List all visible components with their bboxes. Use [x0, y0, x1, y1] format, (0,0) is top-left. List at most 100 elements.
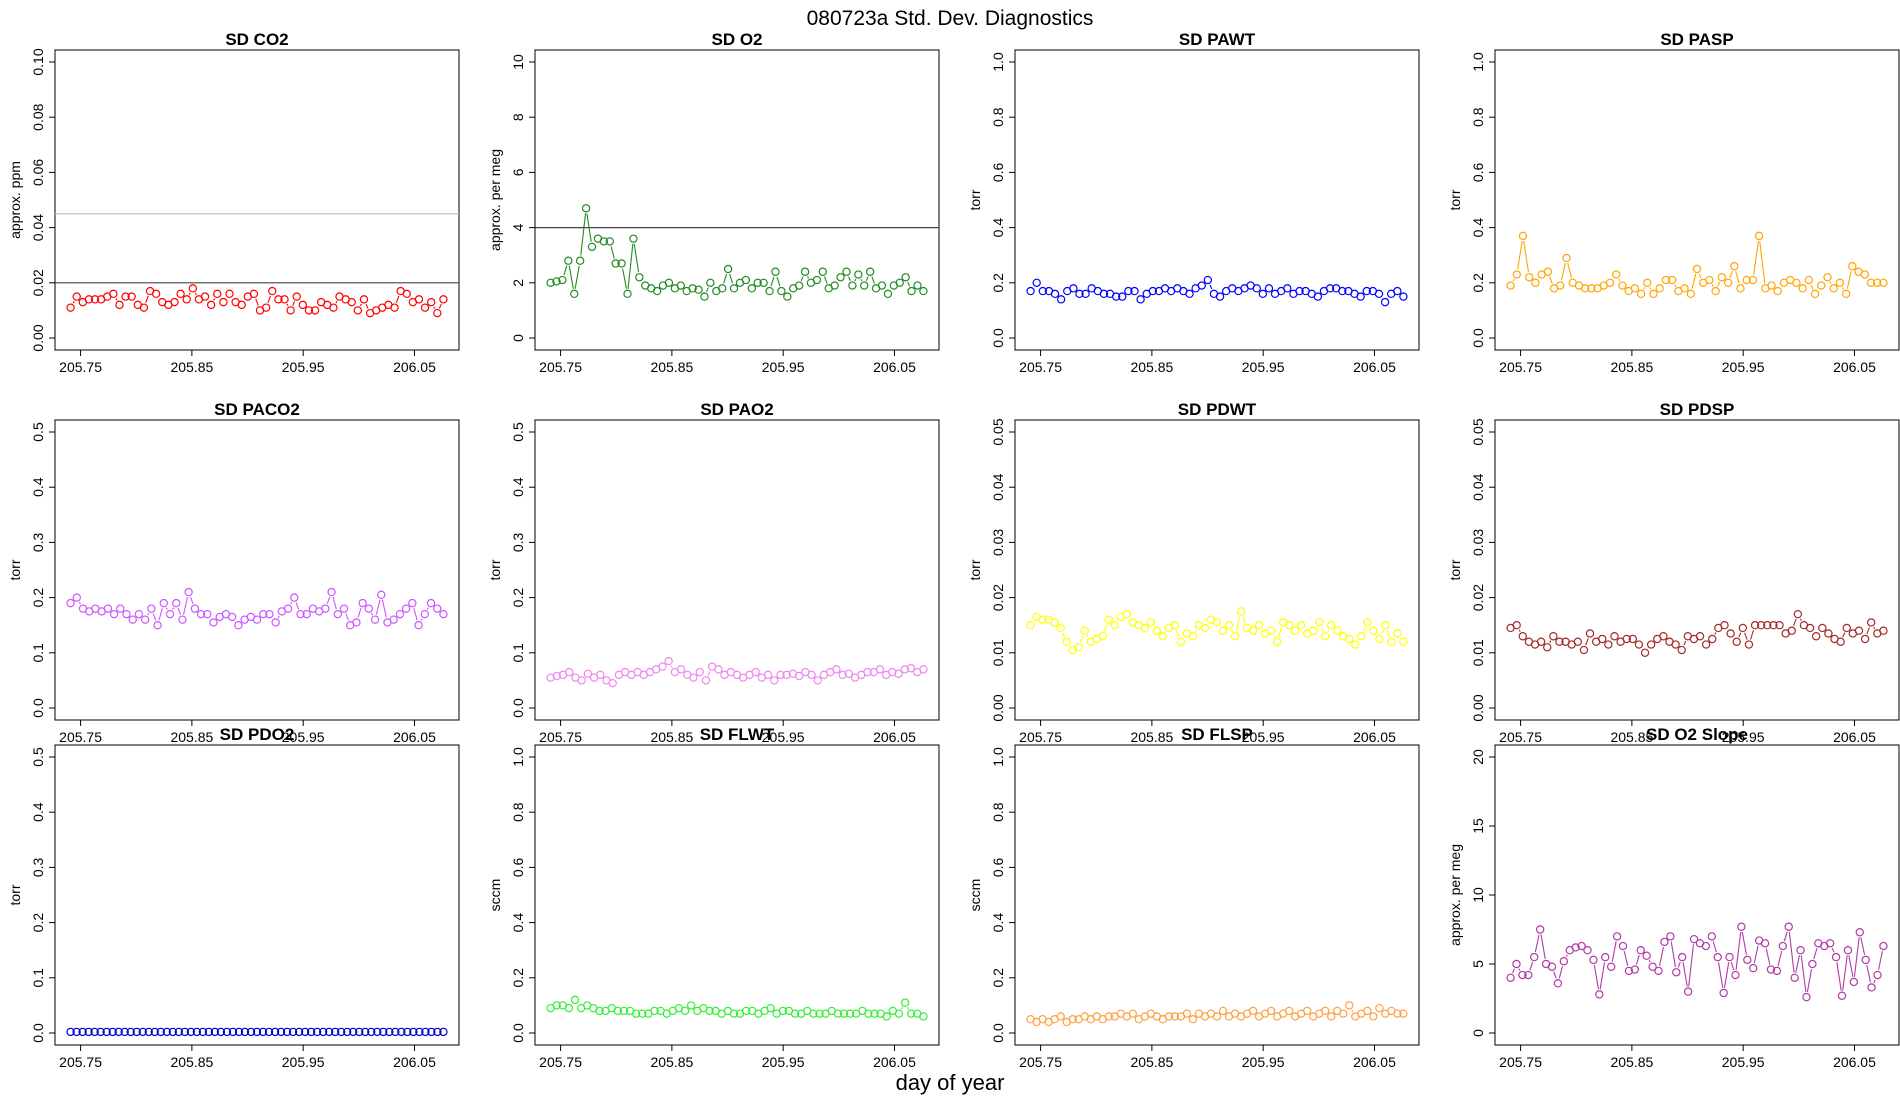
data-point [397, 1027, 406, 1037]
data-point [595, 1006, 604, 1016]
x-tick-label: 206.05 [873, 1054, 916, 1070]
data-point [192, 1027, 202, 1037]
series-segment [1800, 955, 1807, 993]
data-point [1848, 262, 1857, 271]
data-point [1802, 992, 1811, 1002]
x-tick-label: 205.85 [650, 729, 693, 745]
data-point [84, 1027, 93, 1037]
y-tick-label: 0.3 [30, 857, 46, 877]
data-point [1667, 275, 1677, 285]
data-point [127, 292, 136, 301]
series-segment [290, 601, 293, 605]
data-point [198, 1027, 208, 1037]
data-point [1628, 634, 1638, 644]
series-segment [1759, 240, 1766, 284]
panel-0: SD CO2 0.00 0.02 0.04 0.06 0.08 0.10 approx. pp… [7, 30, 460, 375]
data-point [178, 615, 187, 624]
data-point [845, 1009, 855, 1018]
data-point [1032, 278, 1041, 287]
series-segment [1788, 931, 1795, 973]
data-point [268, 286, 277, 296]
data-point [1203, 275, 1213, 285]
data-point [1630, 965, 1640, 974]
data-point [290, 593, 299, 602]
series-segment [907, 281, 911, 287]
series-segment [1523, 240, 1529, 273]
data-point [1026, 621, 1035, 630]
data-point [1731, 970, 1740, 980]
series-segment [395, 295, 400, 303]
data-point [617, 259, 626, 268]
data-point [777, 286, 786, 296]
data-point [1701, 640, 1711, 649]
data-point [1158, 632, 1168, 641]
panel-5: SD PAO2 0.0 0.1 0.2 0.3 0.4 0.5 torr 205.75 205.8… [487, 400, 940, 745]
series-segment [1327, 629, 1330, 632]
data-point [1654, 966, 1663, 976]
data-point [718, 284, 727, 293]
data-point [1587, 284, 1596, 293]
x-tick-label: 205.75 [1019, 729, 1062, 745]
data-point [608, 678, 617, 688]
series-segment [365, 303, 369, 309]
data-point [1212, 618, 1222, 627]
data-point [367, 1027, 376, 1037]
series-segment [1273, 635, 1276, 638]
y-axis-label: approx. ppm [7, 161, 23, 239]
data-point [854, 270, 863, 279]
data-point [1104, 1012, 1113, 1021]
data-point [1879, 941, 1888, 951]
data-point [252, 1027, 262, 1037]
data-point [219, 297, 228, 307]
data-point [1772, 966, 1782, 976]
data-point [1399, 1009, 1408, 1018]
data-point [1573, 637, 1583, 646]
y-tick-label: 0.01 [1470, 639, 1486, 666]
plot-frame [54, 49, 460, 351]
series-segment [1841, 287, 1845, 290]
data-point [1612, 270, 1621, 279]
y-tick-label: 0.00 [990, 694, 1006, 721]
series-segment [438, 303, 442, 309]
data-point [565, 667, 574, 677]
data-point [1849, 977, 1859, 987]
data-point [1026, 286, 1035, 296]
data-point [252, 615, 262, 624]
data-point [664, 656, 673, 666]
series-segment [433, 306, 436, 309]
data-point [1689, 934, 1699, 944]
series-segment [295, 602, 300, 610]
data-point [1393, 629, 1402, 638]
data-point [1062, 637, 1071, 646]
data-point [1831, 952, 1841, 962]
data-point [1595, 990, 1604, 999]
data-point [306, 1027, 316, 1037]
data-point [352, 618, 361, 627]
data-point [1766, 965, 1776, 974]
series-segment [1842, 955, 1848, 991]
data-point [84, 295, 94, 304]
data-point [126, 1027, 135, 1037]
data-point [1867, 983, 1876, 992]
data-point [1333, 626, 1342, 635]
data-point [638, 1009, 647, 1018]
data-point [1111, 292, 1121, 301]
data-point [1824, 629, 1833, 638]
data-point [1543, 267, 1553, 276]
data-point [1738, 623, 1748, 633]
series-segment [267, 295, 271, 303]
y-axis-label: sccm [967, 879, 983, 912]
series-segment [1518, 968, 1521, 971]
data-point [753, 278, 762, 287]
data-point [1074, 643, 1083, 652]
data-point [1381, 621, 1390, 630]
data-point [439, 295, 448, 304]
data-point [234, 1027, 244, 1037]
data-point [210, 1027, 220, 1037]
data-point [1866, 618, 1876, 627]
data-point [78, 1027, 87, 1037]
data-point [1506, 973, 1515, 983]
data-point [1530, 952, 1539, 962]
series-segment [1320, 626, 1324, 632]
data-point [1170, 1012, 1180, 1021]
